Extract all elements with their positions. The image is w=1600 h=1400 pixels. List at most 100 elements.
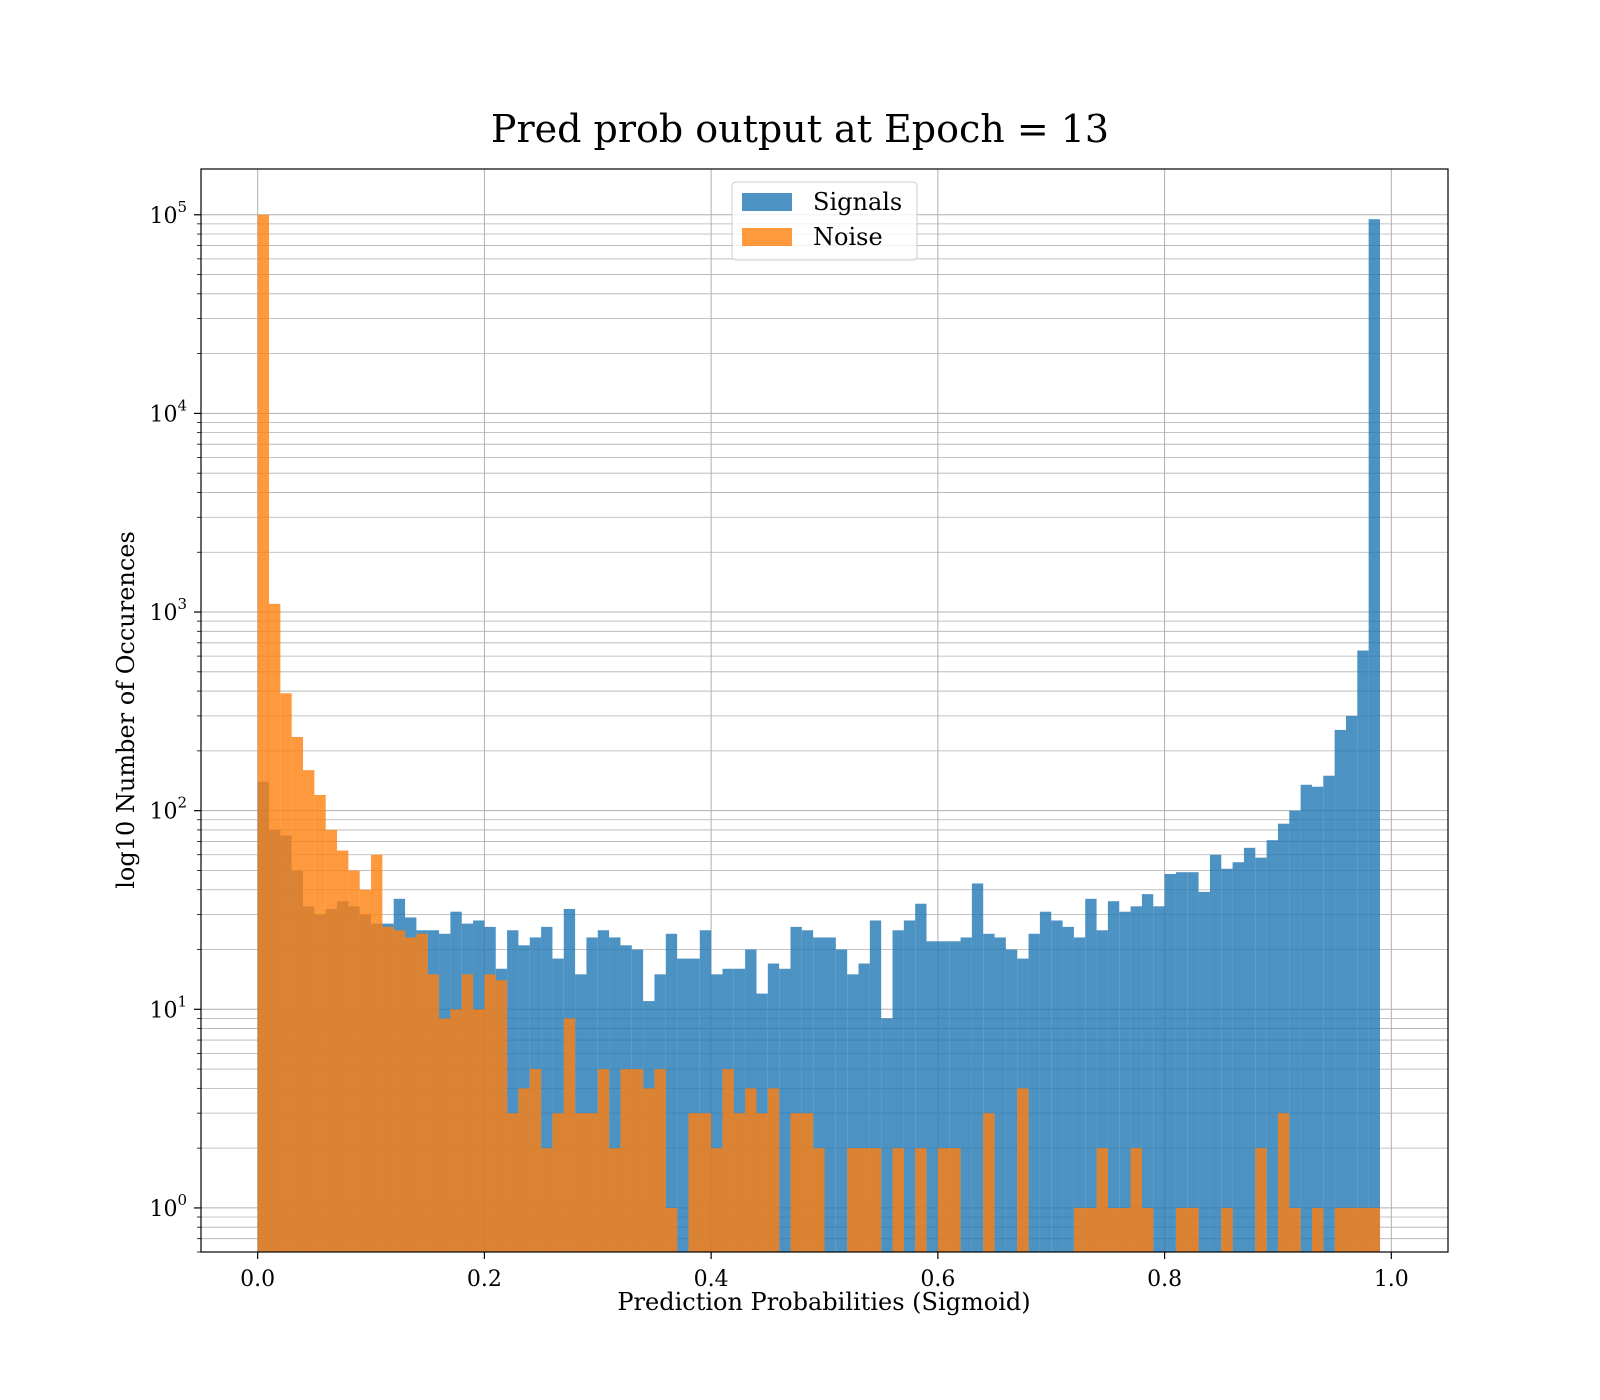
bar-noise-36: [665, 1207, 678, 1252]
legend: Signals Noise: [731, 181, 918, 261]
y-tick-label-4: 104: [149, 396, 187, 427]
x-tick-label-4: 0.8: [1147, 1267, 1182, 1292]
bar-noise-23: [518, 1088, 530, 1252]
bar-noise-49: [813, 1148, 825, 1252]
bar-noise-4: [303, 770, 315, 1252]
y-tick-label-5: 105: [149, 198, 187, 229]
bar-noise-18: [461, 974, 474, 1252]
bar-signals-95: [1334, 729, 1346, 1252]
bar-noise-38: [688, 1113, 700, 1252]
bar-signals-78: [1141, 894, 1154, 1252]
bar-noise-88: [1255, 1148, 1267, 1252]
bar-noise-29: [586, 1113, 598, 1252]
bar-signals-29: [586, 937, 598, 1252]
bar-signals-26: [552, 958, 564, 1252]
bar-noise-32: [620, 1069, 632, 1252]
bar-signals-66: [1005, 949, 1018, 1252]
x-tick-label-2: 0.4: [694, 1267, 729, 1292]
bar-signals-55: [881, 1018, 893, 1252]
bar-signals-36: [665, 933, 678, 1252]
bar-noise-5: [314, 794, 326, 1252]
bar-signals-54: [869, 920, 882, 1252]
bar-noise-21: [495, 980, 508, 1252]
bar-noise-72: [1073, 1207, 1086, 1252]
bar-signals-60: [937, 941, 950, 1252]
bar-signals-37: [677, 958, 689, 1252]
bar-noise-13: [405, 937, 417, 1252]
bar-signals-59: [926, 941, 938, 1252]
bar-noise-53: [858, 1148, 870, 1252]
bar-noise-2: [280, 693, 292, 1252]
bar-noise-67: [1017, 1088, 1029, 1252]
bar-signals-90: [1277, 823, 1290, 1252]
bar-noise-9: [359, 889, 372, 1252]
bar-noise-39: [699, 1113, 712, 1252]
bar-signals-39: [699, 930, 712, 1252]
x-tick-label-5: 1.0: [1374, 1267, 1409, 1292]
bar-signals-62: [960, 937, 972, 1252]
bar-noise-95: [1334, 1207, 1346, 1252]
bar-noise-54: [869, 1148, 882, 1252]
bar-signals-75: [1107, 901, 1120, 1252]
bar-noise-81: [1175, 1207, 1188, 1252]
bar-noise-45: [767, 1088, 780, 1252]
bar-noise-30: [597, 1069, 610, 1252]
bar-signals-68: [1028, 933, 1040, 1252]
bar-signals-96: [1345, 715, 1358, 1252]
y-tick-label-1: 101: [149, 992, 187, 1023]
bar-signals-61: [949, 941, 961, 1252]
bar-signals-63: [971, 883, 984, 1252]
bar-noise-64: [983, 1113, 995, 1252]
bar-noise-33: [631, 1069, 644, 1252]
bar-signals-91: [1289, 810, 1301, 1252]
bar-signals-22: [507, 930, 519, 1252]
bar-signals-82: [1187, 872, 1199, 1252]
bar-noise-7: [337, 850, 349, 1252]
bar-signals-98: [1368, 219, 1380, 1252]
bar-signals-70: [1051, 920, 1063, 1252]
bar-signals-73: [1085, 898, 1097, 1252]
bar-noise-8: [348, 870, 360, 1252]
y-tick-label-3: 103: [149, 595, 187, 626]
bar-signals-77: [1130, 906, 1142, 1252]
bar-noise-34: [643, 1088, 655, 1252]
bar-noise-77: [1130, 1148, 1142, 1252]
bar-signals-86: [1232, 862, 1244, 1252]
bar-signals-50: [824, 937, 836, 1252]
bar-noise-47: [790, 1113, 802, 1252]
bar-signals-48: [801, 930, 814, 1252]
bar-signals-79: [1153, 906, 1165, 1252]
bar-noise-52: [847, 1148, 859, 1252]
x-tick-label-1: 0.2: [467, 1267, 502, 1292]
bar-signals-51: [835, 949, 848, 1252]
bar-signals-85: [1221, 868, 1233, 1252]
bar-noise-6: [325, 829, 338, 1252]
bar-noise-42: [733, 1113, 746, 1252]
bar-signals-42: [733, 968, 746, 1252]
x-tick-label-0: 0.0: [240, 1267, 275, 1292]
bar-noise-58: [915, 1148, 927, 1252]
bar-noise-75: [1107, 1207, 1120, 1252]
bar-signals-80: [1164, 873, 1176, 1252]
bar-signals-93: [1311, 786, 1324, 1252]
y-tick-label-0: 100: [149, 1191, 187, 1222]
bar-noise-74: [1096, 1148, 1108, 1252]
bar-signals-58: [915, 903, 927, 1252]
y-ticks: 100 101 102 103 104 105: [149, 198, 201, 1253]
bar-noise-93: [1311, 1207, 1324, 1252]
bar-noise-28: [575, 1113, 587, 1252]
bar-signals-74: [1096, 930, 1108, 1252]
bar-noise-91: [1289, 1207, 1301, 1252]
bar-noise-12: [393, 930, 406, 1252]
bar-signals-52: [847, 974, 859, 1252]
legend-label-signals: Signals: [813, 188, 902, 216]
x-tick-label-3: 0.6: [920, 1267, 955, 1292]
bar-noise-16: [439, 1018, 451, 1252]
bar-signals-49: [813, 937, 825, 1252]
bar-noise-27: [563, 1018, 576, 1252]
bar-signals-57: [903, 920, 916, 1252]
bar-noise-97: [1357, 1207, 1369, 1252]
bar-noise-0: [257, 214, 270, 1252]
bar-signals-31: [609, 937, 621, 1252]
